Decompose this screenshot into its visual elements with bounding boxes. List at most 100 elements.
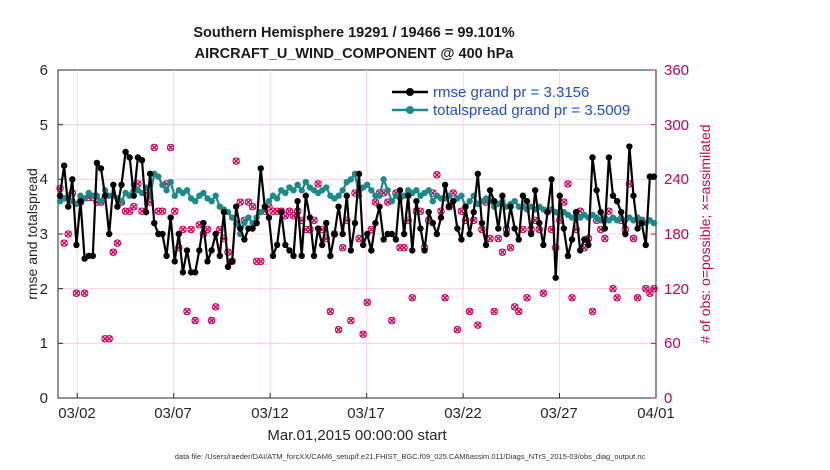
obs-possible-marker bbox=[601, 234, 609, 243]
rmse-point bbox=[413, 198, 420, 205]
data-file-footnote: data file: /Users/raeder/DAI/ATM_forcXX/… bbox=[175, 452, 646, 461]
obs-possible-marker bbox=[347, 316, 355, 325]
ytick-label-right: 300 bbox=[664, 117, 689, 134]
rmse-point bbox=[171, 258, 178, 265]
rmse-point bbox=[331, 230, 338, 238]
rmse-point bbox=[503, 230, 510, 238]
rmse-point bbox=[212, 230, 219, 238]
obs-assimilated-marker bbox=[409, 294, 416, 302]
rmse-point bbox=[409, 247, 416, 254]
obs-assimilated-marker bbox=[232, 157, 240, 165]
obs-assimilated-marker bbox=[183, 308, 191, 315]
obs-possible-marker bbox=[183, 307, 191, 316]
totalspread-point bbox=[155, 173, 162, 180]
rmse-point bbox=[540, 241, 547, 249]
obs-possible-marker bbox=[613, 294, 621, 302]
obs-possible-marker bbox=[256, 257, 265, 266]
totalspread-point bbox=[257, 208, 264, 216]
totalspread-point bbox=[290, 187, 297, 194]
totalspread-point bbox=[511, 198, 518, 205]
rmse-point bbox=[232, 203, 240, 210]
rmse-point bbox=[544, 208, 551, 216]
ytick-label-left: 5 bbox=[40, 117, 48, 134]
rmse-point bbox=[466, 230, 473, 238]
rmse-point bbox=[601, 225, 609, 232]
rmse-point bbox=[626, 143, 633, 150]
rmse-point bbox=[290, 252, 297, 260]
rmse-point bbox=[126, 154, 133, 161]
totalspread-point bbox=[323, 184, 330, 191]
obs-assimilated-marker bbox=[564, 180, 572, 188]
obs-assimilated-marker bbox=[609, 285, 617, 292]
totalspread-point bbox=[159, 181, 166, 188]
rmse-point bbox=[253, 219, 260, 227]
rmse-point bbox=[73, 241, 80, 249]
obs-possible-marker bbox=[515, 307, 523, 316]
totalspread-point bbox=[380, 176, 387, 183]
rmse-point bbox=[105, 230, 113, 238]
rmse-point bbox=[359, 241, 367, 249]
rmse-point bbox=[265, 214, 273, 221]
rmse-point bbox=[388, 230, 396, 238]
rmse-point bbox=[241, 236, 248, 243]
obs-assimilated-marker bbox=[560, 198, 568, 206]
totalspread-point bbox=[368, 187, 375, 194]
obs-possible-marker bbox=[363, 298, 371, 307]
xtick-label: 03/22 bbox=[444, 405, 482, 422]
obs-possible-marker bbox=[609, 284, 617, 293]
rmse-point bbox=[228, 258, 236, 265]
obs-assimilated-marker bbox=[187, 226, 195, 233]
obs-assimilated-marker bbox=[650, 285, 658, 292]
legend: rmse grand pr = 3.3156 totalspread grand… bbox=[392, 84, 630, 119]
rmse-point bbox=[163, 252, 170, 260]
totalspread-point bbox=[429, 198, 436, 205]
rmse-point bbox=[560, 225, 568, 232]
obs-assimilated-marker bbox=[507, 244, 514, 251]
obs-assimilated-marker bbox=[454, 326, 461, 333]
obs-assimilated-marker bbox=[327, 308, 334, 315]
rmse-point bbox=[392, 236, 400, 243]
totalspread-point bbox=[183, 187, 191, 194]
rmse-series bbox=[56, 143, 658, 281]
rmse-point bbox=[298, 252, 305, 260]
left-y-axis-label: rmse and totalspread bbox=[24, 168, 40, 300]
rmse-point bbox=[417, 225, 424, 232]
rmse-point bbox=[122, 148, 129, 156]
obs-assimilated-marker bbox=[486, 235, 494, 242]
x-ticks: 03/02 03/07 03/12 03/17 03/22 03/27 04/0… bbox=[58, 405, 675, 422]
rmse-point bbox=[380, 236, 387, 243]
totalspread-point bbox=[118, 198, 125, 205]
obs-assimilated-marker bbox=[159, 207, 166, 215]
totalspread-point bbox=[347, 176, 355, 183]
obs-possible-marker bbox=[60, 239, 68, 247]
obs-possible-marker bbox=[113, 239, 122, 247]
obs-assimilated-marker bbox=[400, 244, 408, 251]
obs-possible-marker bbox=[408, 294, 417, 302]
totalspread-point bbox=[212, 192, 219, 199]
rmse-point bbox=[572, 208, 580, 216]
legend-marker-totalspread bbox=[406, 106, 414, 114]
obs-possible-marker bbox=[125, 207, 134, 215]
rmse-point bbox=[376, 203, 383, 210]
totalspread-point bbox=[228, 214, 236, 221]
rmse-point bbox=[282, 241, 289, 249]
legend-marker-rmse bbox=[406, 88, 414, 96]
rmse-point bbox=[167, 214, 174, 221]
obs-assimilated-marker bbox=[110, 248, 117, 256]
rmse-point bbox=[335, 203, 342, 210]
rmse-point bbox=[368, 247, 375, 254]
totalspread-point bbox=[241, 219, 248, 227]
rmse-point bbox=[237, 225, 244, 232]
totalspread-point bbox=[458, 192, 465, 199]
right-y-axis-label: # of obs: o=possible; ×=assimilated bbox=[697, 124, 713, 343]
rmse-point bbox=[548, 176, 555, 183]
obs-possible-marker bbox=[338, 243, 347, 252]
totalspread-point bbox=[384, 187, 391, 194]
obs-possible-marker bbox=[568, 294, 576, 302]
ytick-label-left: 1 bbox=[40, 335, 48, 352]
rmse-point bbox=[642, 241, 649, 249]
obs-possible-marker bbox=[461, 216, 470, 225]
obs-possible-marker bbox=[588, 307, 597, 316]
rmse-point bbox=[605, 154, 613, 161]
obs-possible-marker bbox=[150, 143, 159, 152]
